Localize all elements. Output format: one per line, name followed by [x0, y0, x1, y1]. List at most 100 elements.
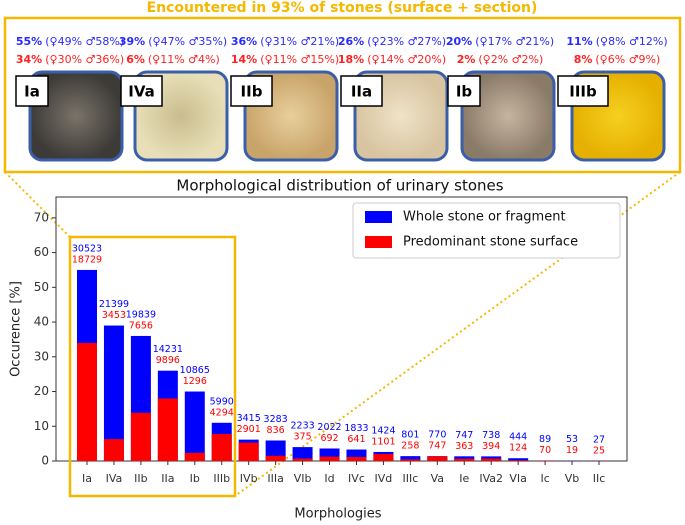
count-label: 3283 — [264, 414, 288, 425]
card-whole-line: 26% (♀23% ♂27%) — [338, 35, 446, 48]
card-label-box — [230, 75, 273, 107]
card-surface-line: 14% (♀11% ♂15%) — [231, 53, 339, 66]
x-tick-label: Ib — [190, 472, 200, 485]
x-tick-label: IIb — [134, 472, 147, 485]
legend-box — [352, 202, 621, 259]
card-detail: (♀11% ♂15%) — [260, 53, 339, 66]
card-detail: (♀31% ♂21%) — [260, 35, 339, 48]
legend-swatch — [365, 236, 392, 248]
bar — [292, 458, 313, 461]
card-label: IIb — [241, 83, 263, 101]
count-label: 27 — [593, 434, 605, 445]
count-label: 394 — [482, 441, 500, 452]
card-surface-line: 18% (♀14% ♂20%) — [338, 53, 446, 66]
x-tick-label: IIIa — [267, 472, 283, 485]
card-total: 55% — [16, 35, 42, 48]
count-label: 801 — [401, 430, 419, 441]
card-total: 14% — [231, 53, 257, 66]
chart-title: Morphological distribution of urinary st… — [176, 177, 503, 195]
x-tick-label: VIa — [509, 472, 527, 485]
card-total: 34% — [16, 53, 42, 66]
count-label: 363 — [455, 441, 473, 452]
count-label: 444 — [509, 432, 527, 443]
card-whole-line: 11% (♀8% ♂12%) — [566, 35, 667, 48]
bar — [400, 456, 421, 461]
x-tick-label: IVb — [240, 472, 258, 485]
y-tick-label: 30 — [34, 349, 49, 363]
panel-title: Encountered in 93% of stones (surface + … — [147, 0, 538, 16]
card-total: 39% — [119, 35, 145, 48]
x-tick-label: IVd — [375, 472, 393, 485]
count-label: 641 — [347, 434, 365, 445]
count-label: 1296 — [183, 376, 207, 387]
bar — [454, 456, 475, 461]
bar — [211, 433, 232, 461]
count-label: 3415 — [237, 413, 261, 424]
count-label: 258 — [401, 441, 419, 452]
bar — [157, 398, 178, 461]
card-label: IVa — [128, 83, 155, 101]
count-label: 5990 — [210, 396, 234, 407]
x-tick-label: Ie — [459, 472, 469, 485]
count-label: 124 — [509, 443, 527, 454]
x-tick-label: Vb — [565, 472, 580, 485]
bar — [427, 456, 448, 461]
highlight-box — [68, 235, 237, 498]
card-label: IIIb — [569, 83, 597, 101]
x-tick-label: Ic — [540, 472, 549, 485]
card-label-box — [340, 75, 383, 107]
bar — [265, 455, 286, 461]
card-detail: (♀8% ♂12%) — [596, 35, 668, 48]
bar — [103, 439, 124, 461]
x-tick-label: IIc — [593, 472, 606, 485]
y-tick-label: 50 — [34, 280, 49, 294]
card-label-box — [557, 75, 609, 107]
legend-label: Whole stone or fragment — [403, 210, 566, 225]
x-tick-label: Ia — [82, 472, 92, 485]
count-label: 692 — [320, 433, 338, 444]
bar — [454, 458, 475, 461]
card-detail: (♀49% ♂58%) — [45, 35, 124, 48]
card-image — [28, 70, 124, 162]
card-detail: (♀6% ♂9%) — [595, 53, 660, 66]
card-total: 6% — [126, 53, 145, 66]
y-tick-label: 40 — [34, 315, 49, 329]
count-label: 738 — [482, 430, 500, 441]
bar — [292, 447, 313, 461]
bar — [130, 412, 151, 461]
bar — [373, 454, 394, 461]
x-tick-label: IVa2 — [479, 472, 503, 485]
x-tick-label: VIb — [294, 472, 312, 485]
x-tick-label: IIa — [161, 472, 174, 485]
card-total: 11% — [566, 35, 592, 48]
count-label: 21399 — [99, 299, 129, 310]
count-label: 2901 — [237, 424, 261, 435]
card-detail: (♀14% ♂20%) — [367, 53, 446, 66]
count-label: 836 — [267, 425, 285, 436]
card-label-box — [15, 75, 49, 107]
card-detail: (♀30% ♂36%) — [45, 53, 124, 66]
x-tick-label: Id — [324, 472, 334, 485]
count-label: 1424 — [371, 425, 395, 436]
card-total: 2% — [457, 53, 476, 66]
bar — [238, 442, 259, 461]
card-label: Ib — [456, 83, 473, 101]
card-surface-line: 8% (♀6% ♂9%) — [574, 53, 661, 66]
bar — [508, 460, 529, 461]
bar — [508, 458, 529, 461]
count-label: 2022 — [317, 422, 341, 433]
card-total: 18% — [338, 53, 364, 66]
card-surface-line: 6% (♀11% ♂4%) — [126, 53, 220, 66]
card-total: 36% — [231, 35, 257, 48]
count-label: 25 — [593, 445, 605, 456]
bar — [346, 456, 367, 461]
card-detail: (♀11% ♂4%) — [148, 53, 220, 66]
card-label-box — [120, 75, 163, 107]
count-label: 1833 — [344, 423, 368, 434]
y-tick-label: 10 — [34, 419, 49, 433]
count-label: 18729 — [72, 254, 102, 265]
y-tick-label: 20 — [34, 384, 49, 398]
bar — [481, 458, 502, 461]
bar — [184, 391, 205, 461]
